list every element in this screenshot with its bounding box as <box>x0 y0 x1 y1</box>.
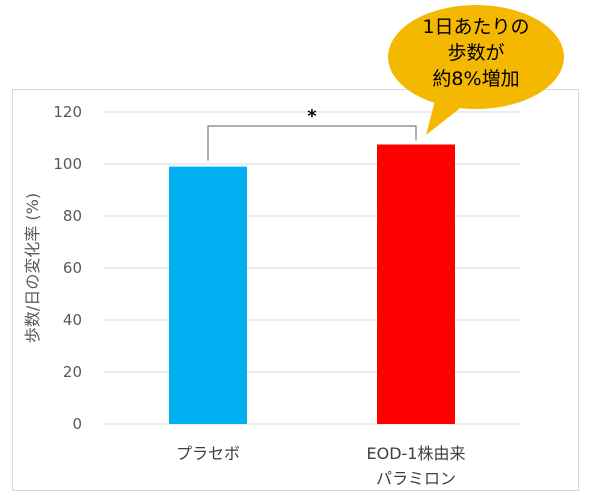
y-tick-label: 120 <box>53 103 82 121</box>
callout-ellipse <box>388 5 564 109</box>
significance-bracket: * <box>207 106 417 161</box>
y-tick-label: 80 <box>63 207 82 225</box>
y-tick-label: 0 <box>72 415 82 433</box>
bars <box>169 144 455 424</box>
y-axis-ticks: 0 20 40 60 80 100 120 <box>53 103 82 433</box>
y-tick-label: 20 <box>63 363 82 381</box>
callout-text-line: 約8%増加 <box>432 68 519 90</box>
y-tick-label: 60 <box>63 259 82 277</box>
category-label: プラセボ <box>176 444 240 463</box>
category-label: EOD-1株由来 <box>367 444 466 463</box>
y-tick-label: 100 <box>53 155 82 173</box>
y-tick-label: 40 <box>63 311 82 329</box>
callout-text-line: 1日あたりの <box>422 16 529 38</box>
bracket-line <box>207 125 417 161</box>
bar-2 <box>377 144 455 424</box>
callout-text-line: 歩数が <box>447 42 504 64</box>
significance-star: * <box>307 106 317 127</box>
category-label: パラミロン <box>376 469 456 488</box>
gridlines <box>104 111 520 425</box>
chart-frame <box>12 89 579 491</box>
y-axis-label: 歩数/日の変化率 (%) <box>23 193 42 343</box>
bar-1 <box>169 166 247 424</box>
